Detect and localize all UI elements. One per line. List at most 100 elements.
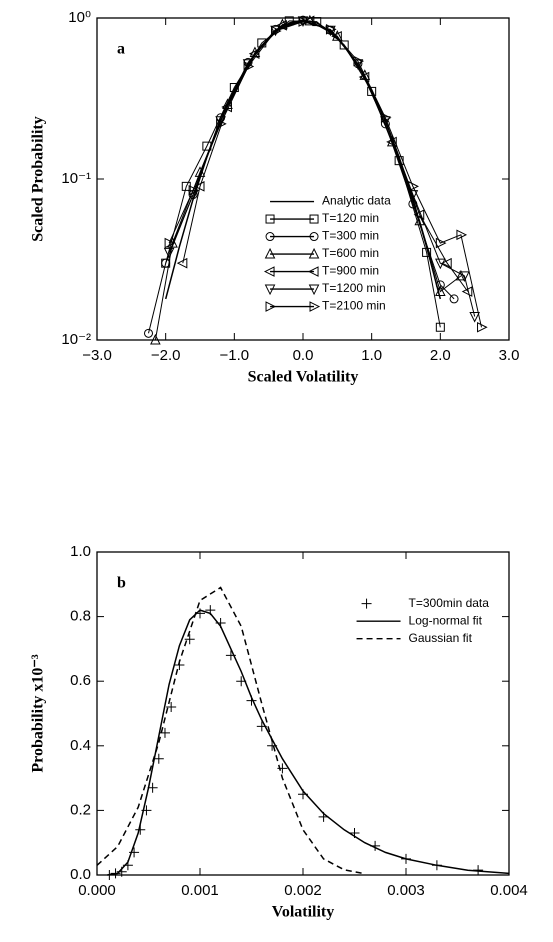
marker [163,247,175,259]
marker [435,322,445,332]
x-tick-label: 2.0 [430,347,451,364]
marker [167,236,178,248]
legend-label: T=300min data [409,596,490,610]
marker [144,328,153,338]
marker [215,116,226,127]
legend-label: T=1200 min [322,281,386,295]
series-line [154,20,462,341]
marker [459,271,470,283]
panel-annotation: a [117,41,125,58]
x-tick-label: −3.0 [82,347,112,364]
marker [435,285,446,297]
y-tick-label: 0.6 [70,672,91,689]
marker [435,280,445,290]
marker [367,86,377,96]
marker [414,214,426,226]
marker [265,301,277,312]
marker [353,55,365,67]
x-axis-label: Scaled Volatility [248,369,359,386]
marker [150,333,161,345]
x-tick-label: 1.0 [361,347,382,364]
marker [309,232,319,242]
marker [380,112,392,124]
marker [309,301,321,312]
marker [422,247,432,257]
marker [193,181,205,192]
y-axis-label: Probability x10⁻³ [30,654,47,772]
marker [308,284,320,296]
y-tick-label: 0.0 [70,866,91,883]
y-tick-label: 0.2 [70,801,91,818]
y-tick-label: 10⁻¹ [61,170,91,187]
series-line [148,19,455,334]
marker [456,229,468,241]
marker [308,247,320,259]
series-line [168,21,482,328]
marker [271,25,282,37]
marker [176,257,188,269]
legend-label: T=300 min [322,229,379,243]
marker [449,294,459,304]
marker [264,284,276,296]
series-line [165,20,441,328]
legend-label: T=900 min [322,264,379,278]
marker [304,14,316,26]
x-tick-label: 0.003 [387,882,425,899]
marker [184,634,195,645]
y-axis-label: Scaled Probability [30,116,47,242]
marker [435,258,446,270]
marker [243,61,255,72]
marker [339,40,349,50]
x-tick-label: 0.0 [293,347,314,364]
marker [435,237,447,249]
marker [263,266,275,277]
marker [477,321,488,333]
series-line [168,20,476,317]
marker [297,16,309,27]
marker [188,185,200,196]
marker [153,753,164,764]
marker [413,209,425,221]
series-line [96,586,365,875]
marker [309,214,319,224]
marker [325,24,337,35]
marker [407,190,419,201]
x-tick-label: 3.0 [499,347,520,364]
y-tick-label: 0.4 [70,737,91,754]
x-axis-label: Volatility [272,904,335,921]
marker [307,266,319,277]
legend-label: Analytic data [322,194,391,208]
legend-label: T=600 min [322,246,379,260]
y-tick-label: 10⁰ [68,9,91,26]
series-line [107,609,510,876]
marker [408,181,419,192]
marker [469,311,480,323]
marker [361,598,372,609]
y-tick-label: 10⁻² [61,331,91,348]
marker [264,247,276,259]
x-tick-label: −1.0 [220,347,250,364]
y-tick-label: 0.8 [70,608,91,625]
marker [221,101,232,113]
marker [441,257,452,269]
legend-label: Gaussian fit [409,631,473,645]
y-tick-label: 1.0 [70,543,91,560]
marker [265,232,275,242]
x-tick-label: 0.002 [284,882,322,899]
x-tick-label: 0.000 [78,882,116,899]
marker [166,702,177,713]
marker [386,136,397,148]
legend-label: T=2100 min [322,299,386,313]
marker [265,214,275,224]
x-tick-label: −2.0 [151,347,181,364]
legend-label: Log-normal fit [409,613,483,627]
legend-label: T=120 min [322,211,379,225]
x-tick-label: 0.004 [490,882,528,899]
x-tick-label: 0.001 [181,882,219,899]
marker [147,782,158,793]
marker [298,16,310,27]
marker [164,237,176,249]
marker [161,258,171,268]
